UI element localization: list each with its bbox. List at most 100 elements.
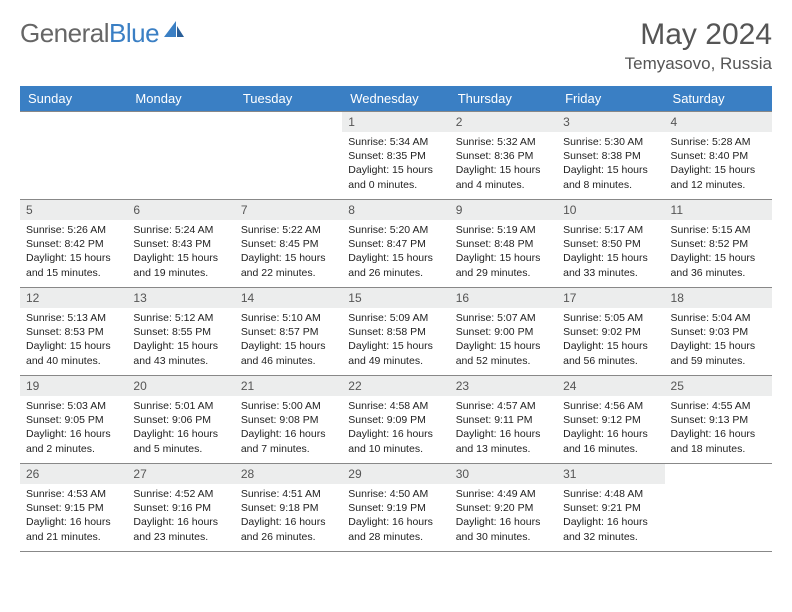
day-details: Sunrise: 5:05 AMSunset: 9:02 PMDaylight:… (557, 308, 664, 374)
calendar-cell: 14Sunrise: 5:10 AMSunset: 8:57 PMDayligh… (235, 288, 342, 376)
calendar-cell: 4Sunrise: 5:28 AMSunset: 8:40 PMDaylight… (665, 112, 772, 200)
day-details: Sunrise: 5:17 AMSunset: 8:50 PMDaylight:… (557, 220, 664, 286)
weekday-header: Monday (127, 86, 234, 112)
day-number: 5 (20, 200, 127, 220)
day-number: 18 (665, 288, 772, 308)
day-details: Sunrise: 5:01 AMSunset: 9:06 PMDaylight:… (127, 396, 234, 462)
calendar-cell: 5Sunrise: 5:26 AMSunset: 8:42 PMDaylight… (20, 200, 127, 288)
day-details: Sunrise: 5:03 AMSunset: 9:05 PMDaylight:… (20, 396, 127, 462)
day-number: 27 (127, 464, 234, 484)
day-details: Sunrise: 4:53 AMSunset: 9:15 PMDaylight:… (20, 484, 127, 550)
calendar-cell: 16Sunrise: 5:07 AMSunset: 9:00 PMDayligh… (450, 288, 557, 376)
day-details: Sunrise: 5:04 AMSunset: 9:03 PMDaylight:… (665, 308, 772, 374)
day-details: Sunrise: 5:09 AMSunset: 8:58 PMDaylight:… (342, 308, 449, 374)
day-details: Sunrise: 5:26 AMSunset: 8:42 PMDaylight:… (20, 220, 127, 286)
day-number: 29 (342, 464, 449, 484)
day-number: 2 (450, 112, 557, 132)
day-details: Sunrise: 5:28 AMSunset: 8:40 PMDaylight:… (665, 132, 772, 198)
day-details: Sunrise: 4:51 AMSunset: 9:18 PMDaylight:… (235, 484, 342, 550)
day-details: Sunrise: 5:07 AMSunset: 9:00 PMDaylight:… (450, 308, 557, 374)
calendar-cell: 24Sunrise: 4:56 AMSunset: 9:12 PMDayligh… (557, 376, 664, 464)
weekday-header: Sunday (20, 86, 127, 112)
calendar-cell (20, 112, 127, 200)
day-number: 3 (557, 112, 664, 132)
day-details: Sunrise: 5:34 AMSunset: 8:35 PMDaylight:… (342, 132, 449, 198)
calendar-cell: 6Sunrise: 5:24 AMSunset: 8:43 PMDaylight… (127, 200, 234, 288)
calendar-cell: 25Sunrise: 4:55 AMSunset: 9:13 PMDayligh… (665, 376, 772, 464)
logo-text-2: Blue (109, 18, 159, 49)
day-number: 16 (450, 288, 557, 308)
day-details: Sunrise: 4:50 AMSunset: 9:19 PMDaylight:… (342, 484, 449, 550)
logo: GeneralBlue (20, 18, 186, 49)
calendar-cell: 7Sunrise: 5:22 AMSunset: 8:45 PMDaylight… (235, 200, 342, 288)
day-number: 17 (557, 288, 664, 308)
day-number: 15 (342, 288, 449, 308)
weekday-header: Tuesday (235, 86, 342, 112)
day-number: 7 (235, 200, 342, 220)
day-number: 10 (557, 200, 664, 220)
calendar-cell: 23Sunrise: 4:57 AMSunset: 9:11 PMDayligh… (450, 376, 557, 464)
calendar-cell: 20Sunrise: 5:01 AMSunset: 9:06 PMDayligh… (127, 376, 234, 464)
calendar-cell: 8Sunrise: 5:20 AMSunset: 8:47 PMDaylight… (342, 200, 449, 288)
day-number: 21 (235, 376, 342, 396)
title-block: May 2024 Temyasovo, Russia (625, 18, 772, 74)
weekday-header: Friday (557, 86, 664, 112)
calendar-cell: 10Sunrise: 5:17 AMSunset: 8:50 PMDayligh… (557, 200, 664, 288)
day-number: 11 (665, 200, 772, 220)
calendar-cell: 18Sunrise: 5:04 AMSunset: 9:03 PMDayligh… (665, 288, 772, 376)
calendar-cell: 11Sunrise: 5:15 AMSunset: 8:52 PMDayligh… (665, 200, 772, 288)
calendar-cell: 9Sunrise: 5:19 AMSunset: 8:48 PMDaylight… (450, 200, 557, 288)
day-number: 26 (20, 464, 127, 484)
day-number: 30 (450, 464, 557, 484)
calendar-cell: 2Sunrise: 5:32 AMSunset: 8:36 PMDaylight… (450, 112, 557, 200)
day-details: Sunrise: 5:20 AMSunset: 8:47 PMDaylight:… (342, 220, 449, 286)
day-number: 14 (235, 288, 342, 308)
calendar-body: 1Sunrise: 5:34 AMSunset: 8:35 PMDaylight… (20, 112, 772, 552)
day-details: Sunrise: 5:32 AMSunset: 8:36 PMDaylight:… (450, 132, 557, 198)
calendar-cell (127, 112, 234, 200)
calendar-cell: 12Sunrise: 5:13 AMSunset: 8:53 PMDayligh… (20, 288, 127, 376)
calendar-cell: 1Sunrise: 5:34 AMSunset: 8:35 PMDaylight… (342, 112, 449, 200)
day-number: 9 (450, 200, 557, 220)
day-details: Sunrise: 5:30 AMSunset: 8:38 PMDaylight:… (557, 132, 664, 198)
calendar: SundayMondayTuesdayWednesdayThursdayFrid… (20, 86, 772, 552)
calendar-cell: 17Sunrise: 5:05 AMSunset: 9:02 PMDayligh… (557, 288, 664, 376)
day-number: 20 (127, 376, 234, 396)
calendar-cell: 30Sunrise: 4:49 AMSunset: 9:20 PMDayligh… (450, 464, 557, 552)
weekday-header: Thursday (450, 86, 557, 112)
calendar-cell: 31Sunrise: 4:48 AMSunset: 9:21 PMDayligh… (557, 464, 664, 552)
day-number: 28 (235, 464, 342, 484)
calendar-cell: 28Sunrise: 4:51 AMSunset: 9:18 PMDayligh… (235, 464, 342, 552)
day-details: Sunrise: 4:58 AMSunset: 9:09 PMDaylight:… (342, 396, 449, 462)
calendar-cell: 15Sunrise: 5:09 AMSunset: 8:58 PMDayligh… (342, 288, 449, 376)
day-number: 23 (450, 376, 557, 396)
weekday-header: Saturday (665, 86, 772, 112)
sail-icon (162, 15, 186, 46)
day-number: 12 (20, 288, 127, 308)
weekday-header: Wednesday (342, 86, 449, 112)
calendar-cell: 3Sunrise: 5:30 AMSunset: 8:38 PMDaylight… (557, 112, 664, 200)
day-number: 8 (342, 200, 449, 220)
calendar-cell: 13Sunrise: 5:12 AMSunset: 8:55 PMDayligh… (127, 288, 234, 376)
day-details: Sunrise: 4:48 AMSunset: 9:21 PMDaylight:… (557, 484, 664, 550)
day-details: Sunrise: 5:12 AMSunset: 8:55 PMDaylight:… (127, 308, 234, 374)
day-details: Sunrise: 5:19 AMSunset: 8:48 PMDaylight:… (450, 220, 557, 286)
calendar-cell: 21Sunrise: 5:00 AMSunset: 9:08 PMDayligh… (235, 376, 342, 464)
day-details: Sunrise: 5:10 AMSunset: 8:57 PMDaylight:… (235, 308, 342, 374)
day-details: Sunrise: 4:56 AMSunset: 9:12 PMDaylight:… (557, 396, 664, 462)
location: Temyasovo, Russia (625, 54, 772, 74)
day-details: Sunrise: 5:22 AMSunset: 8:45 PMDaylight:… (235, 220, 342, 286)
day-number: 19 (20, 376, 127, 396)
day-number: 24 (557, 376, 664, 396)
header: GeneralBlue May 2024 Temyasovo, Russia (20, 18, 772, 74)
calendar-cell: 26Sunrise: 4:53 AMSunset: 9:15 PMDayligh… (20, 464, 127, 552)
day-number: 13 (127, 288, 234, 308)
day-number: 31 (557, 464, 664, 484)
day-number: 22 (342, 376, 449, 396)
calendar-head: SundayMondayTuesdayWednesdayThursdayFrid… (20, 86, 772, 112)
day-number: 25 (665, 376, 772, 396)
calendar-cell: 27Sunrise: 4:52 AMSunset: 9:16 PMDayligh… (127, 464, 234, 552)
day-details: Sunrise: 4:55 AMSunset: 9:13 PMDaylight:… (665, 396, 772, 462)
day-details: Sunrise: 5:00 AMSunset: 9:08 PMDaylight:… (235, 396, 342, 462)
day-details: Sunrise: 5:13 AMSunset: 8:53 PMDaylight:… (20, 308, 127, 374)
